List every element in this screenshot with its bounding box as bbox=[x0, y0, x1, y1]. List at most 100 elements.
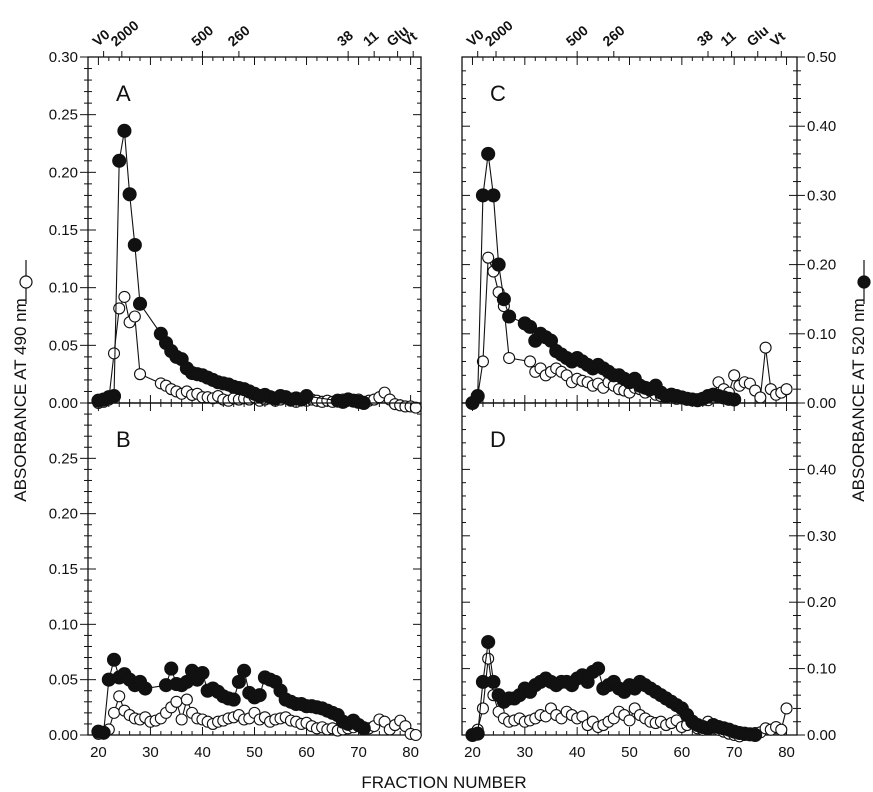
y-tick-label: 0.30 bbox=[807, 528, 836, 545]
data-point-filled bbox=[122, 187, 137, 202]
size-marker-label: 38 bbox=[334, 27, 356, 49]
data-point-open bbox=[503, 351, 516, 365]
data-point-open bbox=[482, 652, 495, 665]
y-tick-label: 0.30 bbox=[49, 49, 78, 66]
y-tick-label: 0.25 bbox=[49, 450, 78, 467]
size-marker-label: 260 bbox=[599, 22, 627, 49]
data-point-filled bbox=[496, 292, 511, 307]
y-tick-label: 0.05 bbox=[49, 337, 78, 354]
y-tick-label: 0.50 bbox=[807, 49, 836, 66]
x-tick-label: 30 bbox=[142, 744, 159, 761]
data-point-open bbox=[780, 702, 793, 715]
x-tick-label: 40 bbox=[194, 744, 211, 761]
data-point-filled bbox=[356, 721, 371, 736]
x-tick-label: 70 bbox=[726, 744, 743, 761]
y-tick-label: 0.00 bbox=[49, 395, 78, 412]
data-point-open bbox=[623, 714, 636, 727]
panel-d: 20 30 40 50 60 70 80 0.00 0.10 0.20 0.30 0.40 D bbox=[461, 402, 836, 761]
y-tick-label: 0.10 bbox=[49, 616, 78, 633]
size-marker-label: 500 bbox=[563, 22, 591, 49]
data-point-filled bbox=[226, 692, 241, 707]
data-point-filled bbox=[112, 153, 127, 168]
y-tick-label: 0.20 bbox=[807, 257, 836, 274]
x-tick-label: 40 bbox=[569, 744, 586, 761]
y-tick-label: 0.00 bbox=[807, 395, 836, 412]
y-tick-label: 0.00 bbox=[807, 727, 836, 744]
data-point-filled bbox=[481, 634, 496, 650]
data-point-open bbox=[113, 690, 126, 703]
data-point-filled bbox=[486, 674, 501, 689]
right-legend-filled-circle-marker bbox=[857, 260, 871, 304]
y-tick-label: 0.10 bbox=[807, 661, 836, 678]
data-point-open bbox=[523, 355, 537, 368]
data-point-filled bbox=[591, 661, 606, 676]
x-tick-label: 60 bbox=[298, 744, 315, 761]
data-point-filled bbox=[502, 309, 517, 324]
data-point-filled bbox=[299, 389, 314, 404]
y-tick-label: 0.15 bbox=[49, 561, 78, 578]
size-marker-label: 11 bbox=[717, 27, 739, 49]
data-point-open bbox=[409, 728, 422, 742]
data-point-filled bbox=[470, 389, 485, 404]
data-point-open bbox=[118, 290, 131, 303]
data-point-open bbox=[780, 383, 793, 396]
data-point-open bbox=[775, 723, 788, 736]
y-tick-label: 0.25 bbox=[49, 107, 78, 124]
size-marker-label: 38 bbox=[694, 27, 716, 49]
y-tick-label: 0.40 bbox=[807, 461, 836, 478]
data-point-open bbox=[754, 391, 767, 404]
x-tick-label: 70 bbox=[350, 744, 367, 761]
data-point-filled bbox=[106, 389, 122, 404]
x-tick-label: 20 bbox=[464, 744, 481, 761]
data-point-filled bbox=[164, 661, 179, 676]
x-tick-label: 60 bbox=[674, 744, 691, 761]
data-point-filled bbox=[132, 296, 148, 311]
y-tick-label: 0.20 bbox=[49, 164, 78, 181]
x-tick-label: 80 bbox=[402, 744, 419, 761]
data-point-filled bbox=[491, 257, 506, 272]
data-point-open bbox=[476, 355, 489, 368]
data-point-open bbox=[476, 702, 489, 715]
right-y-axis-label: ABSORBANCE AT 520 nm bbox=[849, 298, 868, 501]
panel-letter: D bbox=[490, 427, 506, 452]
data-point-filled bbox=[522, 319, 538, 334]
data-point-open bbox=[482, 251, 495, 264]
y-tick-label: 0.15 bbox=[49, 222, 78, 239]
panel-letter: B bbox=[116, 427, 131, 452]
data-point-open bbox=[409, 401, 422, 414]
data-point-open bbox=[107, 347, 121, 360]
data-point-filled bbox=[748, 727, 763, 743]
y-tick-label: 0.00 bbox=[49, 727, 78, 744]
series-line-filled bbox=[98, 130, 364, 404]
data-point-open bbox=[175, 713, 188, 726]
data-point-open bbox=[759, 341, 772, 354]
data-point-filled bbox=[481, 146, 496, 161]
panel-frame bbox=[461, 56, 798, 404]
data-point-filled bbox=[237, 663, 252, 678]
data-point-open bbox=[576, 710, 589, 723]
size-marker-label: 500 bbox=[188, 22, 216, 49]
data-point-filled bbox=[138, 681, 153, 696]
size-marker-label: Vt bbox=[767, 28, 788, 49]
panel-letter: C bbox=[490, 81, 506, 106]
y-tick-label: 0.05 bbox=[49, 672, 78, 689]
x-tick-label: 50 bbox=[246, 744, 263, 761]
y-tick-label: 0.40 bbox=[807, 118, 836, 135]
y-tick-label: 0.20 bbox=[49, 506, 78, 523]
y-tick-label: 0.10 bbox=[49, 280, 78, 297]
size-marker-label: 260 bbox=[225, 22, 253, 49]
x-tick-label: 20 bbox=[90, 744, 107, 761]
data-point-open bbox=[728, 369, 741, 382]
data-point-open bbox=[107, 706, 121, 719]
left-y-axis-label: ABSORBANCE AT 490 nm bbox=[11, 298, 30, 501]
data-point-filled bbox=[470, 726, 485, 741]
data-point-filled bbox=[117, 123, 132, 138]
data-point-open bbox=[133, 368, 147, 381]
y-tick-label: 0.10 bbox=[807, 326, 836, 343]
left-legend-open-circle-marker bbox=[19, 260, 33, 304]
size-marker-label: 11 bbox=[360, 27, 382, 49]
